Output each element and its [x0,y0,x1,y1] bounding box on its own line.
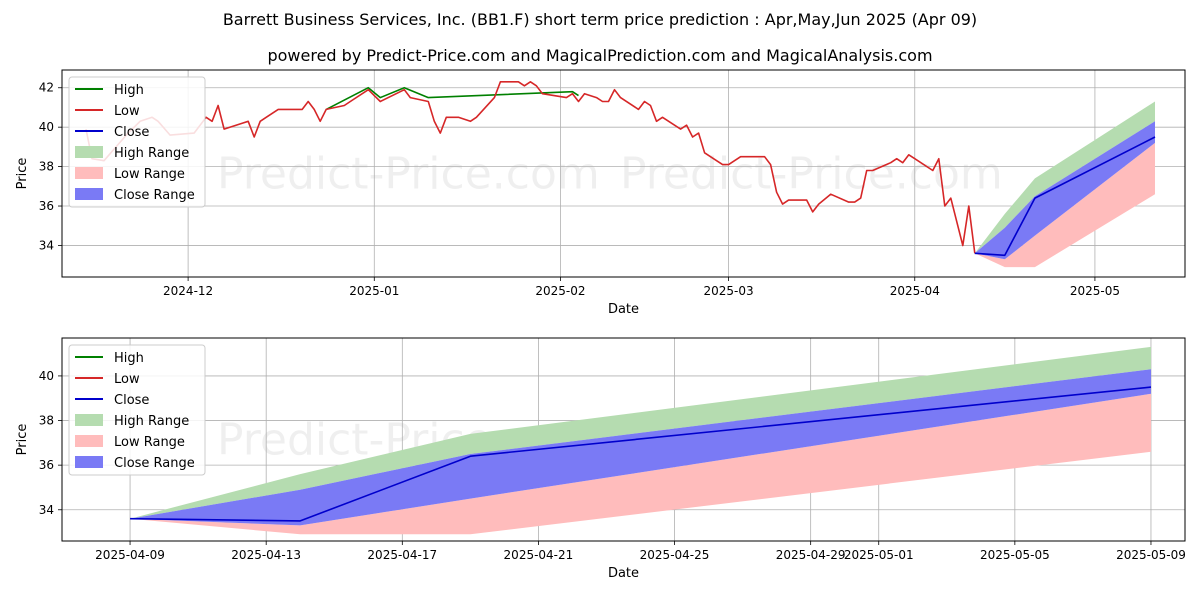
low-range-band [130,393,1152,535]
high-series-line [325,86,579,111]
x-axis-label: Date [608,566,639,581]
close-forecast-line [974,136,1156,257]
y-tick-label: 34 [39,238,54,252]
low-range-band [974,142,1155,268]
x-tick-label: 2025-04-25 [640,548,710,562]
x-tick-label: 2025-05-01 [844,548,914,562]
legend-high-range-label: High Range [114,414,189,429]
legend-close-range-label: Close Range [114,188,195,203]
legend-close-label: Close [114,393,149,408]
x-tick-label: 2025-04-13 [231,548,301,562]
y-axis-label: Price [15,158,30,190]
x-tick-label: 2025-05 [1070,284,1120,298]
chart-title: Barrett Business Services, Inc. (BB1.F) … [222,10,978,29]
y-tick-label: 34 [39,503,54,517]
x-tick-label: 2025-04-17 [367,548,437,562]
chart-legend: High Low Close High Range Low Range Close Ran… [68,76,206,208]
x-tick-label: 2025-02 [535,284,585,298]
chart-legend: High Low Close High Range Low Range Close Ran… [68,344,206,476]
legend-low-range-swatch [75,167,103,179]
chart-panel-1: Predict-Price.com Predict-Price.com 2024-1… [15,69,1186,317]
y-axis-label: Price [15,424,30,456]
y-tick-label: 42 [39,81,54,95]
legend-high-label: High [114,83,144,98]
chart-subtitle: powered by Predict-Price.com and Magical… [267,46,933,65]
watermark-text: Predict-Price.com [620,149,1003,200]
high-range-band [974,101,1155,254]
y-tick-label: 36 [39,458,54,472]
y-tick-label: 40 [39,120,54,134]
legend-low-label: Low [114,104,140,119]
low-series-line [85,81,976,254]
legend-high-range-swatch [75,414,103,426]
legend-close-label: Close [114,125,149,140]
legend-close-range-swatch [75,456,103,468]
legend-high-range-label: High Range [114,146,189,161]
axes-frame [61,69,1186,278]
x-tick-label: 2025-04 [890,284,940,298]
legend-close-range-label: Close Range [114,456,195,471]
legend-low-range-label: Low Range [114,167,185,182]
x-tick-label: 2025-04-29 [776,548,846,562]
x-tick-label: 2025-05-09 [1116,548,1186,562]
x-tick-label: 2025-01 [349,284,399,298]
y-tick-label: 36 [39,199,54,213]
x-tick-label: 2025-05-05 [980,548,1050,562]
chart-panel-2: Predict-Price.comPredict-Price.com2025-0… [15,337,1186,581]
y-tick-label: 38 [39,414,54,428]
y-tick-label: 40 [39,369,54,383]
high-range-band [130,346,1152,519]
x-tick-label: 2025-03 [704,284,754,298]
watermark-text: Predict-Price.com [217,149,600,200]
x-tick-label: 2024-12 [163,284,213,298]
legend-close-range-swatch [75,188,103,200]
x-tick-label: 2025-04-09 [95,548,165,562]
legend-high-range-swatch [75,146,103,158]
legend-low-range-swatch [75,435,103,447]
close-range-band [974,121,1155,260]
close-forecast-line [130,386,1152,522]
legend-low-label: Low [114,372,140,387]
axes-frame [61,337,1186,542]
legend-high-label: High [114,351,144,366]
x-axis-label: Date [608,302,639,317]
close-range-band [130,369,1152,526]
y-tick-label: 38 [39,160,54,174]
legend-low-range-label: Low Range [114,435,185,450]
x-tick-label: 2025-04-21 [504,548,574,562]
